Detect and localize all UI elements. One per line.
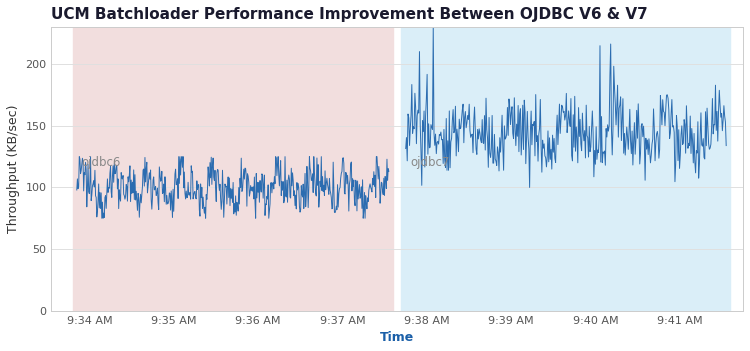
- Bar: [73, 27, 393, 311]
- Text: ojdbc6: ojdbc6: [81, 157, 121, 170]
- Y-axis label: Throughput (KB/sec): Throughput (KB/sec): [7, 105, 20, 233]
- Bar: [401, 27, 730, 311]
- Text: ojdbc7: ojdbc7: [410, 157, 449, 170]
- Text: UCM Batchloader Performance Improvement Between OJDBC V6 & V7: UCM Batchloader Performance Improvement …: [52, 7, 648, 22]
- X-axis label: Time: Time: [380, 331, 415, 344]
